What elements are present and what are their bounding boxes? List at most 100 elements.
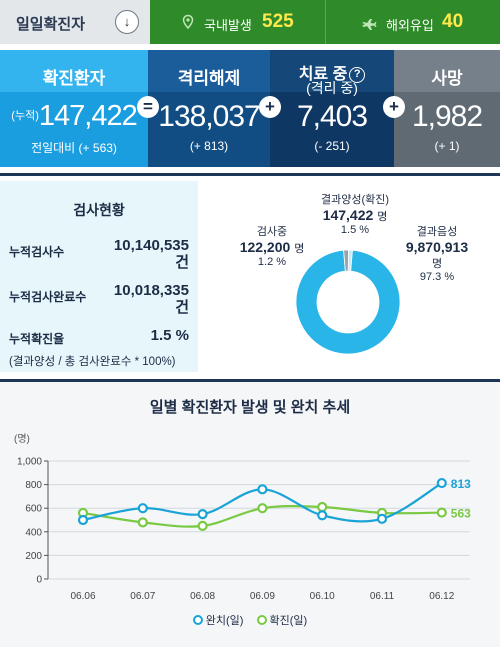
plus-operator-1: + [259,96,281,118]
y-tick-label: 0 [36,575,42,586]
completed-tests-value: 10,018,335 건 [114,282,189,316]
domestic-label: 국내발생 [204,18,252,33]
data-point-recovered [137,503,148,514]
positive-label: 결과양성(확진) [320,194,390,206]
help-icon[interactable]: ? [349,67,366,83]
total-tests-value: 10,140,535 건 [114,237,189,271]
positive-rate-label: 누적확진율 [9,332,65,346]
data-point-confirmed [197,520,208,531]
confirmed-value-row: (누적)147,422 [0,100,148,133]
domestic-cases: 국내발생 525 [150,0,325,44]
map-pin-icon [182,14,194,30]
confirmed-title: 확진환자 [42,69,106,88]
negative-pct: 97.3 % [419,271,455,283]
section-divider-2 [0,379,500,382]
treatment-subtitle: (격리 중) [306,80,358,96]
testing-pct: 1.2 % [257,256,287,268]
completed-tests-label: 누적검사완료수 [9,290,87,304]
data-point-recovered [197,509,208,520]
testing-label: 검사중 [256,226,288,238]
donut-slice-testing [347,249,353,272]
deaths-value: 1,982 [411,100,483,133]
x-tick-label: 06.10 [310,591,335,602]
x-tick-label: 06.08 [190,591,215,602]
positive-rate-formula: (결과양성 / 총 검사완료수 * 100%) [9,356,176,368]
legend-label-confirmed: 확진(일) [269,615,308,627]
negative-value: 9,870,913 [405,239,469,255]
released-change: (+ 813) [189,139,229,153]
donut-chart [295,249,401,355]
data-point-recovered [257,484,268,495]
donut-slice-negative [295,249,401,355]
total-tests-unit: 건 [175,254,189,271]
data-point-recovered [317,510,328,521]
last-value-label: 813 [451,477,471,491]
daily-confirmed-title: 일일확진자 [16,16,86,33]
test-status-heading: 검사현황 [73,202,125,218]
y-tick-label: 200 [25,551,42,562]
data-point-recovered [77,514,89,526]
testing-value-row: 122,200 명 [232,239,312,256]
data-point-confirmed [257,503,268,514]
domestic-value: 525 [262,11,294,32]
test-status-panel: 검사현황 [0,181,198,372]
data-point-confirmed [436,507,447,518]
legend-item-confirmed[interactable]: 확진(일) [256,612,308,628]
x-tick-label: 06.12 [429,591,454,602]
positive-pct: 1.5 % [340,224,370,236]
data-point-recovered [436,477,447,489]
confirmed-card-header [0,50,148,92]
legend-label-recovered: 완치(일) [205,615,244,627]
last-value-label: 563 [451,507,471,521]
negative-label: 결과음성 [416,226,458,238]
equals-operator: = [137,96,159,118]
section-divider [0,173,500,176]
confirmed-change: 전일대비 (+ 563) [31,141,117,155]
treatment-title: 치료 중 [298,66,348,83]
deaths-card-header [394,50,500,92]
daily-confirmed-toggle[interactable]: 일일확진자 ↓ [0,0,150,44]
data-point-confirmed [137,517,148,528]
y-tick-label: 800 [25,480,42,491]
chart-title: 일별 확진환자 발생 및 완치 추세 [149,399,351,416]
x-tick-label: 06.07 [130,591,155,602]
legend-item-recovered[interactable]: 완치(일) [192,612,244,628]
testing-value: 122,200 [239,239,291,255]
positive-rate-value: 1.5 % [150,327,189,344]
x-tick-label: 06.06 [70,591,95,602]
treatment-change: (- 251) [314,139,350,153]
treatment-title-row: 치료 중? [270,60,394,84]
y-tick-label: 1,000 [17,457,42,468]
x-tick-label: 06.11 [370,591,395,602]
treatment-value: 7,403 [296,100,368,133]
y-tick-label: 400 [25,527,42,538]
legend-dot-recovered [192,615,203,625]
released-card: 격리해제 138,037 (+ 813) [148,50,270,167]
test-result-donut-panel [198,181,500,372]
total-tests-label: 누적검사수 [9,245,65,259]
daily-confirmed-bar: 일일확진자 ↓ 국내발생 525 해외유입 40 [0,0,500,44]
released-value: 138,037 [158,100,260,133]
treatment-card-header [270,50,394,92]
chart-legend: 완치(일) 확진(일) [0,612,500,628]
confirmed-value: 147,422 [38,100,138,132]
released-card-header [148,50,270,92]
confirmed-prefix: (누적) [11,110,39,122]
arrow-down-icon[interactable]: ↓ [115,10,139,34]
trend-line-chart: (명) 0 200 400 600 800 1,000 06.06 06.07 06.08 06.0… [14,433,471,602]
y-tick-label: 600 [25,504,42,515]
positive-value-row: 147,422 명 [300,207,410,224]
negative-unit: 명 [431,258,443,270]
deaths-change: (+ 1) [434,139,460,153]
treatment-card: 치료 중? (격리 중) 7,403 (- 251) [270,50,394,167]
total-tests-number: 10,140,535 [113,237,189,254]
overseas-cases: 해외유입 40 [325,0,500,44]
airplane-icon [362,19,377,30]
negative-label-group: 결과음성 9,870,913 명 97.3 % [382,223,492,283]
positive-value: 147,422 [322,207,374,223]
overseas-value: 40 [442,11,464,32]
completed-tests-number: 10,018,335 [113,282,189,299]
testing-label-group: 검사중 122,200 명 1.2 % [232,223,312,268]
completed-tests-unit: 건 [175,299,189,316]
plus-operator-2: + [383,96,405,118]
